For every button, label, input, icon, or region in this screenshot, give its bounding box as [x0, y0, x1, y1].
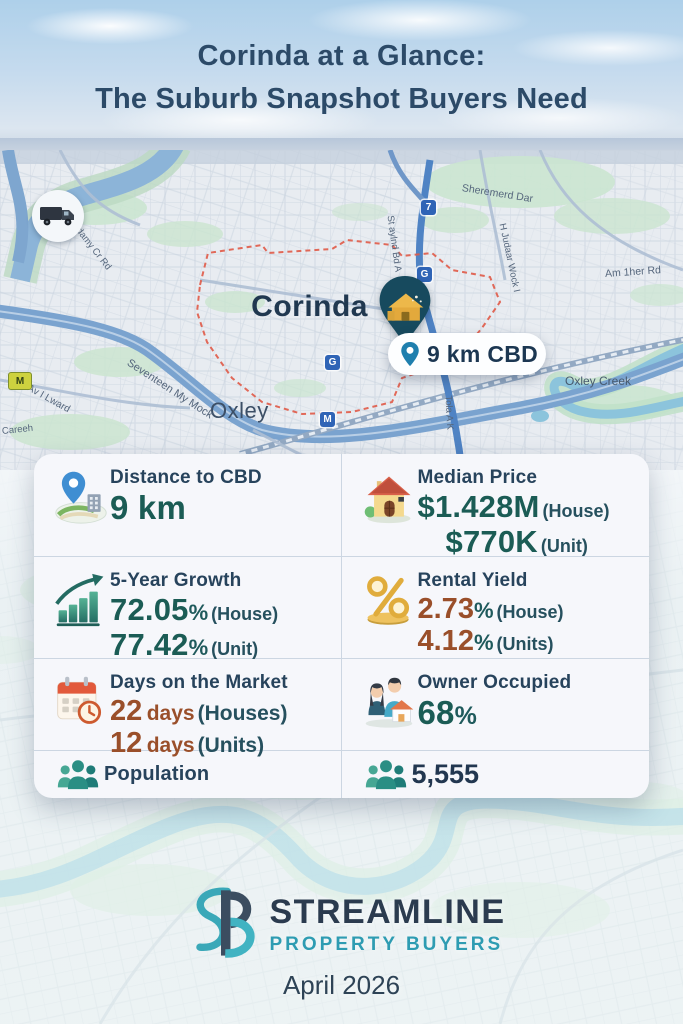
stat-value: 9 km: [110, 489, 187, 526]
stat-label: Rental Yield: [417, 570, 528, 591]
days-house-note: (Houses): [197, 702, 288, 725]
couple-house-icon: [360, 674, 418, 730]
house-pin-icon: [379, 276, 431, 346]
median-unit-note: (Unit): [540, 535, 588, 556]
map-pin-icon: [52, 469, 110, 525]
road-label-tola: Tola A K: [442, 395, 456, 431]
house-icon: [360, 469, 418, 525]
growth-house-note: (House): [211, 604, 279, 624]
footer-brand: STREAMLINE PROPERTY BUYERS April 2026: [0, 884, 683, 1001]
yield-house-value: 2.73: [417, 593, 474, 625]
title-line-1: Corinda at a Glance:: [197, 40, 486, 72]
stat-days-on-market: Days on the Market 22 days (Houses) 12 da…: [34, 659, 342, 759]
stat-label: Median Price: [417, 467, 538, 488]
population-label: Population: [104, 763, 210, 785]
days-unit-value: 12: [110, 727, 143, 760]
location-pin-icon: [401, 341, 419, 366]
growth-unit-pct: %: [188, 634, 209, 660]
stat-owner-occupied: Owner Occupied 68%: [342, 659, 650, 750]
cbd-distance-pill: 9 km CBD: [388, 333, 546, 375]
route-badge-1: 7: [421, 200, 436, 215]
population-value: 5,555: [411, 759, 480, 789]
stat-distance: Distance to CBD 9 km: [34, 454, 342, 556]
suburb-location-pin: [377, 274, 433, 348]
median-house-note: (House): [542, 501, 610, 521]
owner-pct: %: [454, 702, 477, 730]
growth-unit-value: 77.42: [110, 626, 189, 662]
yield-unit-note: (Units): [496, 634, 554, 655]
motorway-shield: M: [8, 372, 32, 390]
stats-row-3: Days on the Market 22 days (Houses) 12 da…: [34, 659, 650, 759]
people-icon: [52, 758, 104, 791]
stat-label: 5-Year Growth: [110, 570, 242, 591]
stats-row-4: Population 5,555: [34, 751, 649, 798]
growth-unit-note: (Unit): [211, 638, 259, 659]
growth-chart-icon: [52, 572, 110, 628]
yield-house-pct: %: [473, 598, 494, 623]
percent-icon: [360, 572, 418, 628]
brand-monogram-icon: [195, 887, 255, 958]
median-unit-value: $770K: [445, 523, 538, 559]
truck-photo-icon: [32, 190, 84, 242]
town-label-oxley: Oxley: [210, 398, 269, 423]
days-unit-note: (Units): [197, 734, 265, 758]
yield-unit-pct: %: [473, 630, 494, 656]
stat-population-label: Population: [34, 751, 342, 798]
creek-label: Oxley Creek: [565, 374, 632, 388]
median-house-value: $1.428M: [417, 489, 540, 524]
route-badge-3: G: [325, 355, 340, 370]
brand-text-block: STREAMLINE PROPERTY BUYERS: [270, 893, 506, 956]
suburb-map: Corinda Oxley Oxley Creek Sheremerd Dar …: [0, 150, 683, 470]
yield-unit-value: 4.12: [417, 625, 474, 658]
stat-median-price: Median Price $1.428M (House) $770K (Unit): [342, 454, 650, 559]
route-badge-4: M: [320, 412, 335, 427]
brand-subtitle: PROPERTY BUYERS: [269, 933, 504, 955]
brand-name: STREAMLINE: [269, 892, 506, 931]
stat-label: Days on the Market: [110, 672, 288, 693]
days-house-word: days: [146, 702, 195, 725]
suburb-name-label: Corinda: [251, 290, 368, 323]
stats-card: Distance to CBD 9 km: [34, 454, 649, 798]
stat-label: Distance to CBD: [110, 467, 262, 488]
truck-icon: [40, 207, 74, 226]
page-title: Corinda at a Glance: The Suburb Snapshot…: [0, 40, 683, 116]
stats-row-1: Distance to CBD 9 km: [34, 454, 650, 559]
days-house-value: 22: [110, 695, 143, 727]
growth-house-pct: %: [188, 600, 209, 625]
title-line-2: The Suburb Snapshot Buyers Need: [95, 83, 588, 115]
stats-row-2: 5-Year Growth 72.05% (House) 77.42% (Unit): [34, 557, 650, 662]
stat-rental-yield: Rental Yield 2.73% (House) 4.12% (Units): [342, 557, 650, 658]
sky-background: [0, 0, 683, 165]
brand-row: STREAMLINE PROPERTY BUYERS: [178, 884, 506, 964]
growth-house-value: 72.05: [110, 592, 189, 627]
people-icon: [360, 758, 412, 791]
owner-value: 68: [417, 694, 455, 731]
calendar-clock-icon: [52, 674, 110, 730]
stat-growth: 5-Year Growth 72.05% (House) 77.42% (Unit): [34, 557, 342, 662]
cbd-distance-text: 9 km CBD: [427, 340, 539, 367]
route-badge-2: G: [417, 267, 432, 282]
days-unit-word: days: [146, 734, 195, 758]
stat-label: Owner Occupied: [417, 672, 572, 693]
yield-house-note: (House): [496, 602, 564, 622]
report-date: April 2026: [282, 970, 401, 1000]
stat-population-value: 5,555: [342, 751, 650, 798]
